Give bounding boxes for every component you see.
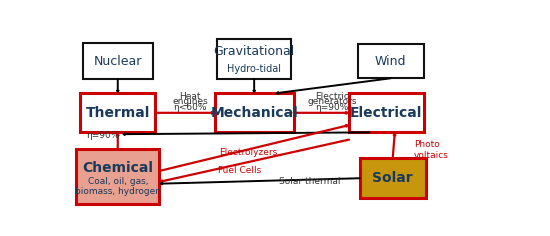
Text: generators: generators <box>307 97 357 106</box>
Text: Photo
voltaics: Photo voltaics <box>414 140 449 160</box>
Text: η=90%: η=90% <box>316 103 349 112</box>
Text: Gravitational: Gravitational <box>213 45 295 58</box>
Text: engines: engines <box>172 97 208 106</box>
Text: Solar thermal: Solar thermal <box>279 177 340 186</box>
Text: Coal, oil, gas,
biomass, hydrogen: Coal, oil, gas, biomass, hydrogen <box>75 177 161 196</box>
FancyBboxPatch shape <box>358 44 424 78</box>
Text: Thermal: Thermal <box>86 106 150 120</box>
Text: Nuclear: Nuclear <box>94 55 142 67</box>
Text: Electrolyzers: Electrolyzers <box>219 148 277 157</box>
Text: Solar: Solar <box>372 171 413 185</box>
Text: Mechanical: Mechanical <box>210 106 298 120</box>
Text: Electrical: Electrical <box>350 106 422 120</box>
FancyBboxPatch shape <box>82 43 153 79</box>
FancyBboxPatch shape <box>76 149 160 204</box>
Text: Fuel Cells: Fuel Cells <box>218 166 261 175</box>
Text: η=90%: η=90% <box>86 131 119 140</box>
Text: Heat: Heat <box>179 92 201 101</box>
FancyBboxPatch shape <box>80 93 155 132</box>
FancyBboxPatch shape <box>349 93 424 132</box>
FancyBboxPatch shape <box>214 93 294 132</box>
Text: Chemical: Chemical <box>82 161 153 175</box>
Text: Wind: Wind <box>375 55 406 67</box>
FancyBboxPatch shape <box>360 158 426 198</box>
Text: Hydro-tidal: Hydro-tidal <box>227 64 281 74</box>
FancyBboxPatch shape <box>217 39 292 79</box>
Text: η<60%: η<60% <box>173 103 207 112</box>
Text: Electric: Electric <box>315 92 349 101</box>
